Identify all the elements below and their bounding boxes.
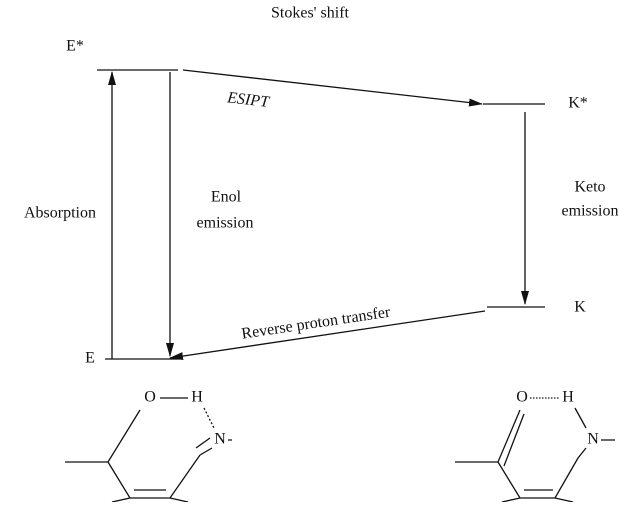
esipt-arrow bbox=[182, 69, 483, 107]
transition-label: emission bbox=[197, 215, 254, 232]
transition-label: emission bbox=[562, 203, 619, 220]
atom: N bbox=[587, 431, 599, 448]
keto-molecule bbox=[455, 397, 615, 503]
level-label: E* bbox=[66, 38, 84, 55]
enol-molecule bbox=[65, 397, 232, 503]
atom: H bbox=[562, 389, 574, 406]
atom: O bbox=[144, 389, 156, 406]
level-label: E bbox=[85, 350, 95, 367]
transition-label: Keto bbox=[574, 179, 605, 196]
transition-label: ESIPT bbox=[225, 89, 271, 111]
atom: H bbox=[191, 389, 203, 406]
level-label: K bbox=[574, 299, 586, 316]
transition-label: Absorption bbox=[24, 205, 96, 222]
transition-label: Enol bbox=[211, 189, 242, 206]
atom: N bbox=[214, 431, 226, 448]
title: Stokes' shift bbox=[271, 5, 350, 22]
atom: O bbox=[516, 389, 528, 406]
level-label: K* bbox=[568, 95, 588, 112]
reverse-arrow bbox=[169, 310, 486, 361]
